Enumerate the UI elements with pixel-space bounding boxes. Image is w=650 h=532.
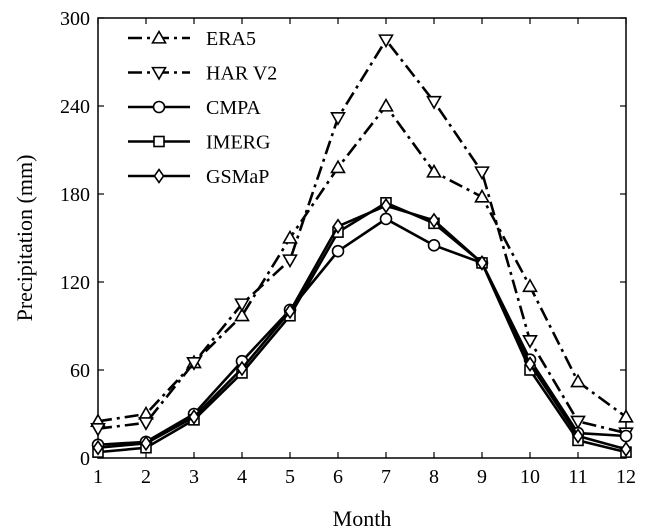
- data-point: [331, 244, 345, 258]
- legend-label: HAR V2: [206, 63, 277, 85]
- series-line: [97, 217, 627, 447]
- y-tick-label: 60: [70, 360, 90, 382]
- data-point: [138, 417, 154, 431]
- data-point: [90, 422, 106, 437]
- data-point: [522, 334, 538, 349]
- legend-marker: [151, 29, 167, 44]
- y-tick-label: 240: [60, 96, 90, 118]
- data-point: [234, 307, 250, 322]
- data-point: [619, 429, 633, 443]
- y-axis-label: Precipitation (mm): [12, 155, 37, 322]
- data-point: [284, 303, 296, 320]
- x-tick-label: 6: [333, 466, 343, 488]
- x-tick-label: 7: [381, 466, 391, 488]
- x-tick-label: 9: [477, 466, 487, 488]
- legend-label: IMERG: [206, 132, 270, 154]
- series-line: [97, 104, 627, 423]
- data-point: [572, 428, 584, 444]
- series-line: [97, 38, 627, 435]
- data-point: [524, 356, 536, 373]
- data-point: [476, 255, 488, 271]
- x-tick-label: 12: [616, 466, 636, 488]
- data-point: [330, 112, 346, 126]
- series-line: [97, 204, 627, 451]
- legend-marker: [153, 135, 165, 148]
- data-point: [427, 239, 441, 252]
- data-point: [379, 212, 393, 226]
- data-point: [188, 409, 200, 425]
- data-point: [380, 197, 392, 214]
- data-point: [522, 278, 538, 293]
- data-point: [282, 254, 298, 269]
- data-point: [234, 298, 250, 313]
- y-tick-label: 120: [60, 272, 90, 294]
- legend-marker: [153, 168, 165, 184]
- legend-marker: [151, 66, 167, 81]
- data-point: [474, 188, 490, 203]
- data-point: [618, 408, 634, 423]
- legend: ERA5 HAR V2 CMPA IMERG GSMaP: [128, 28, 277, 188]
- legend-label: ERA5: [206, 28, 256, 50]
- data-point: [428, 212, 440, 229]
- data-point: [140, 435, 152, 452]
- x-tick-label: 8: [429, 466, 439, 488]
- data-point: [186, 356, 202, 371]
- x-tick-label: 10: [520, 466, 540, 488]
- y-tick-label: 180: [60, 184, 90, 206]
- legend-label: CMPA: [206, 97, 261, 119]
- x-axis-label: Month: [333, 506, 392, 531]
- data-point: [570, 373, 586, 388]
- x-tick-label: 11: [568, 466, 587, 488]
- data-point: [282, 229, 298, 244]
- plot-frame: [97, 17, 627, 459]
- series-lines: [90, 34, 634, 458]
- data-point: [378, 34, 394, 49]
- data-point: [92, 439, 104, 456]
- x-tick-label: 4: [237, 466, 247, 488]
- x-tick-label: 3: [189, 466, 199, 488]
- data-point: [620, 441, 632, 458]
- data-point: [426, 95, 442, 110]
- x-tick-label: 5: [285, 466, 295, 488]
- x-tick-label: 1: [93, 466, 103, 488]
- data-point: [474, 166, 490, 181]
- series-line: [97, 201, 627, 454]
- legend-label: GSMaP: [206, 166, 269, 188]
- x-tick-label: 2: [141, 466, 151, 488]
- data-point: [426, 163, 442, 178]
- data-point: [330, 159, 346, 174]
- y-tick-label: 300: [60, 8, 90, 30]
- data-point: [378, 97, 394, 112]
- data-point: [236, 360, 248, 377]
- legend-marker: [152, 100, 166, 114]
- y-tick-label: 0: [80, 448, 90, 470]
- data-point: [570, 415, 586, 430]
- data-point: [332, 218, 344, 235]
